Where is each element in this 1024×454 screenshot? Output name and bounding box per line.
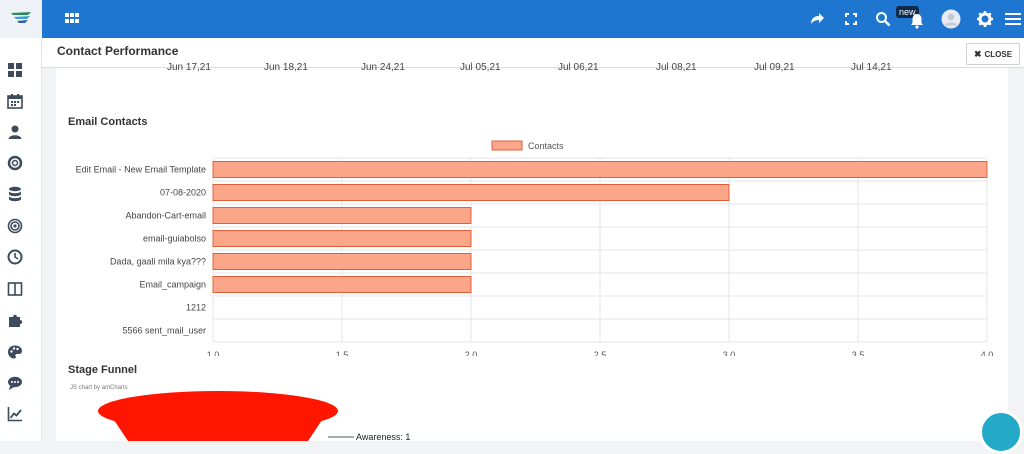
y-category-label: Dada, gaali mila kya??? — [110, 257, 206, 267]
x-tick-label: 2.5 — [594, 350, 607, 356]
close-icon: ✖ — [973, 48, 982, 59]
modal-header: Contact Performance ✖ CLOSE — [42, 38, 1024, 68]
x-tick-label: 1.0 — [207, 350, 220, 356]
previous-chart-x-label: Jun 17,21 — [167, 62, 211, 73]
chat-widget-button[interactable] — [979, 410, 1023, 454]
bar — [212, 276, 472, 293]
chat-icon[interactable] — [7, 375, 23, 391]
puzzle-icon[interactable] — [7, 312, 23, 328]
x-tick-label: 1.5 — [336, 350, 349, 356]
stage-funnel-title: Stage Funnel — [68, 364, 138, 376]
modal-title: Contact Performance — [57, 44, 179, 58]
share-icon[interactable] — [808, 10, 826, 28]
funnel-top — [98, 391, 338, 431]
chart-watermark[interactable]: JS chart by amCharts — [70, 385, 128, 391]
gear-icon[interactable] — [976, 10, 994, 28]
report-panel: Jun 17,21 Jun 18,21 Jun 24,21 Jul 05,21 … — [56, 62, 1008, 442]
x-tick-label: 3.0 — [723, 350, 736, 356]
fullscreen-icon[interactable] — [842, 10, 860, 28]
previous-chart-x-label: Jun 18,21 — [264, 62, 308, 73]
x-tick-label: 2.0 — [465, 350, 478, 356]
bar — [212, 161, 988, 178]
y-category-label: Email_campaign — [139, 280, 206, 290]
bar — [212, 230, 472, 247]
search-icon[interactable] — [874, 10, 892, 28]
previous-chart-x-label: Jul 06,21 — [558, 62, 599, 73]
user-icon[interactable] — [7, 124, 23, 140]
clock-icon[interactable] — [7, 249, 23, 265]
palette-icon[interactable] — [7, 344, 23, 360]
funnel-label-awareness: Awareness: 1 — [356, 432, 411, 442]
previous-chart-axis: Jun 17,21 Jun 18,21 Jun 24,21 Jul 05,21 … — [56, 62, 1008, 76]
bar — [212, 184, 730, 201]
y-category-label: Edit Email - New Email Template — [76, 165, 206, 175]
support-icon[interactable] — [7, 155, 23, 171]
app-logo[interactable] — [0, 0, 42, 38]
y-category-label: Abandon-Cart-email — [125, 211, 206, 221]
bar — [212, 253, 472, 270]
top-navbar: new — [0, 0, 1024, 38]
y-category-label: 07-08-2020 — [160, 188, 206, 198]
close-label: CLOSE — [984, 49, 1013, 59]
bar — [212, 207, 472, 224]
line-chart-icon[interactable] — [7, 406, 23, 422]
email-contacts-chart: Contacts 1.0 1.5 2.0 2.5 3.0 3.5 4.0 Edit Email … — [76, 140, 994, 356]
hamburger-menu-icon[interactable] — [1004, 10, 1022, 28]
apps-grid-icon[interactable] — [64, 11, 80, 27]
previous-chart-x-label: Jul 08,21 — [656, 62, 697, 73]
dashboard-icon[interactable] — [7, 62, 23, 78]
sidebar — [0, 38, 42, 441]
previous-chart-x-label: Jul 14,21 — [851, 62, 892, 73]
previous-chart-x-label: Jul 09,21 — [754, 62, 795, 73]
y-category-label: 5566 sent_mail_user — [122, 326, 206, 336]
legend-label: Contacts — [528, 141, 564, 151]
email-contacts-title: Email Contacts — [68, 116, 148, 128]
previous-chart-x-label: Jul 05,21 — [460, 62, 501, 73]
bell-icon[interactable] — [908, 12, 926, 30]
previous-chart-x-label: Jun 24,21 — [361, 62, 405, 73]
logo-icon — [11, 12, 31, 23]
x-tick-label: 4.0 — [981, 350, 994, 356]
stage-funnel-chart — [98, 391, 354, 441]
database-icon[interactable] — [7, 186, 23, 202]
close-button[interactable]: ✖ CLOSE — [966, 43, 1020, 65]
y-category-label: 1212 — [186, 303, 206, 313]
calendar-icon[interactable] — [7, 93, 23, 109]
avatar[interactable] — [941, 9, 961, 29]
y-category-label: email-guiabolso — [143, 234, 206, 244]
target-icon[interactable] — [7, 218, 23, 234]
legend-swatch — [491, 140, 523, 151]
x-tick-label: 3.5 — [852, 350, 865, 356]
columns-icon[interactable] — [7, 281, 23, 297]
notification-badge: new — [896, 6, 919, 18]
